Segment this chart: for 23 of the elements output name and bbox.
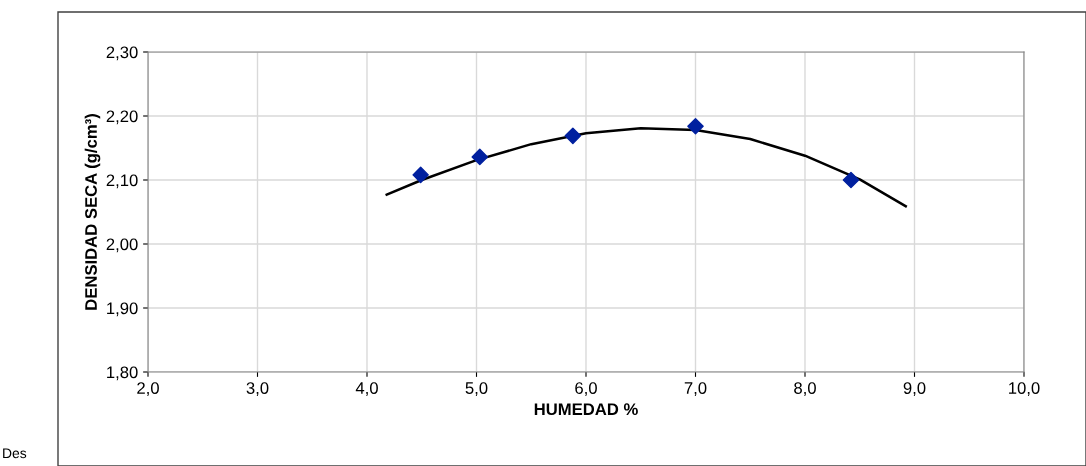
x-tick-label: 7,0 bbox=[684, 382, 707, 396]
point bbox=[471, 148, 489, 166]
x-tick-label: 10,0 bbox=[1009, 382, 1040, 396]
y-axis-title: DENSIDAD SECA (g/cm³) bbox=[84, 114, 101, 310]
x-tick-label: 2,0 bbox=[137, 382, 159, 396]
x-tick-label: 9,0 bbox=[903, 382, 926, 396]
x-tick-label: 5,0 bbox=[465, 382, 488, 396]
y-tick-label: 1,80 bbox=[107, 366, 138, 381]
y-tick-label: 2,10 bbox=[106, 174, 138, 189]
y-tick-label: 2,00 bbox=[106, 238, 138, 253]
x-tick-label: 3,0 bbox=[246, 382, 269, 396]
x-axis-title: HUMEDAD % bbox=[534, 403, 638, 416]
x-tick-label: 6,0 bbox=[575, 382, 597, 396]
point bbox=[412, 166, 429, 184]
y-tick-label: 2,30 bbox=[106, 46, 138, 61]
y-tick-label: 2,20 bbox=[106, 110, 138, 125]
point bbox=[842, 171, 860, 189]
text: Des bbox=[3, 448, 27, 459]
x-tick-label: 8,0 bbox=[794, 382, 816, 396]
x-tick-label: 4,0 bbox=[355, 382, 378, 396]
point bbox=[564, 127, 582, 145]
point bbox=[687, 117, 704, 135]
y-tick-label: 1,90 bbox=[107, 302, 138, 317]
